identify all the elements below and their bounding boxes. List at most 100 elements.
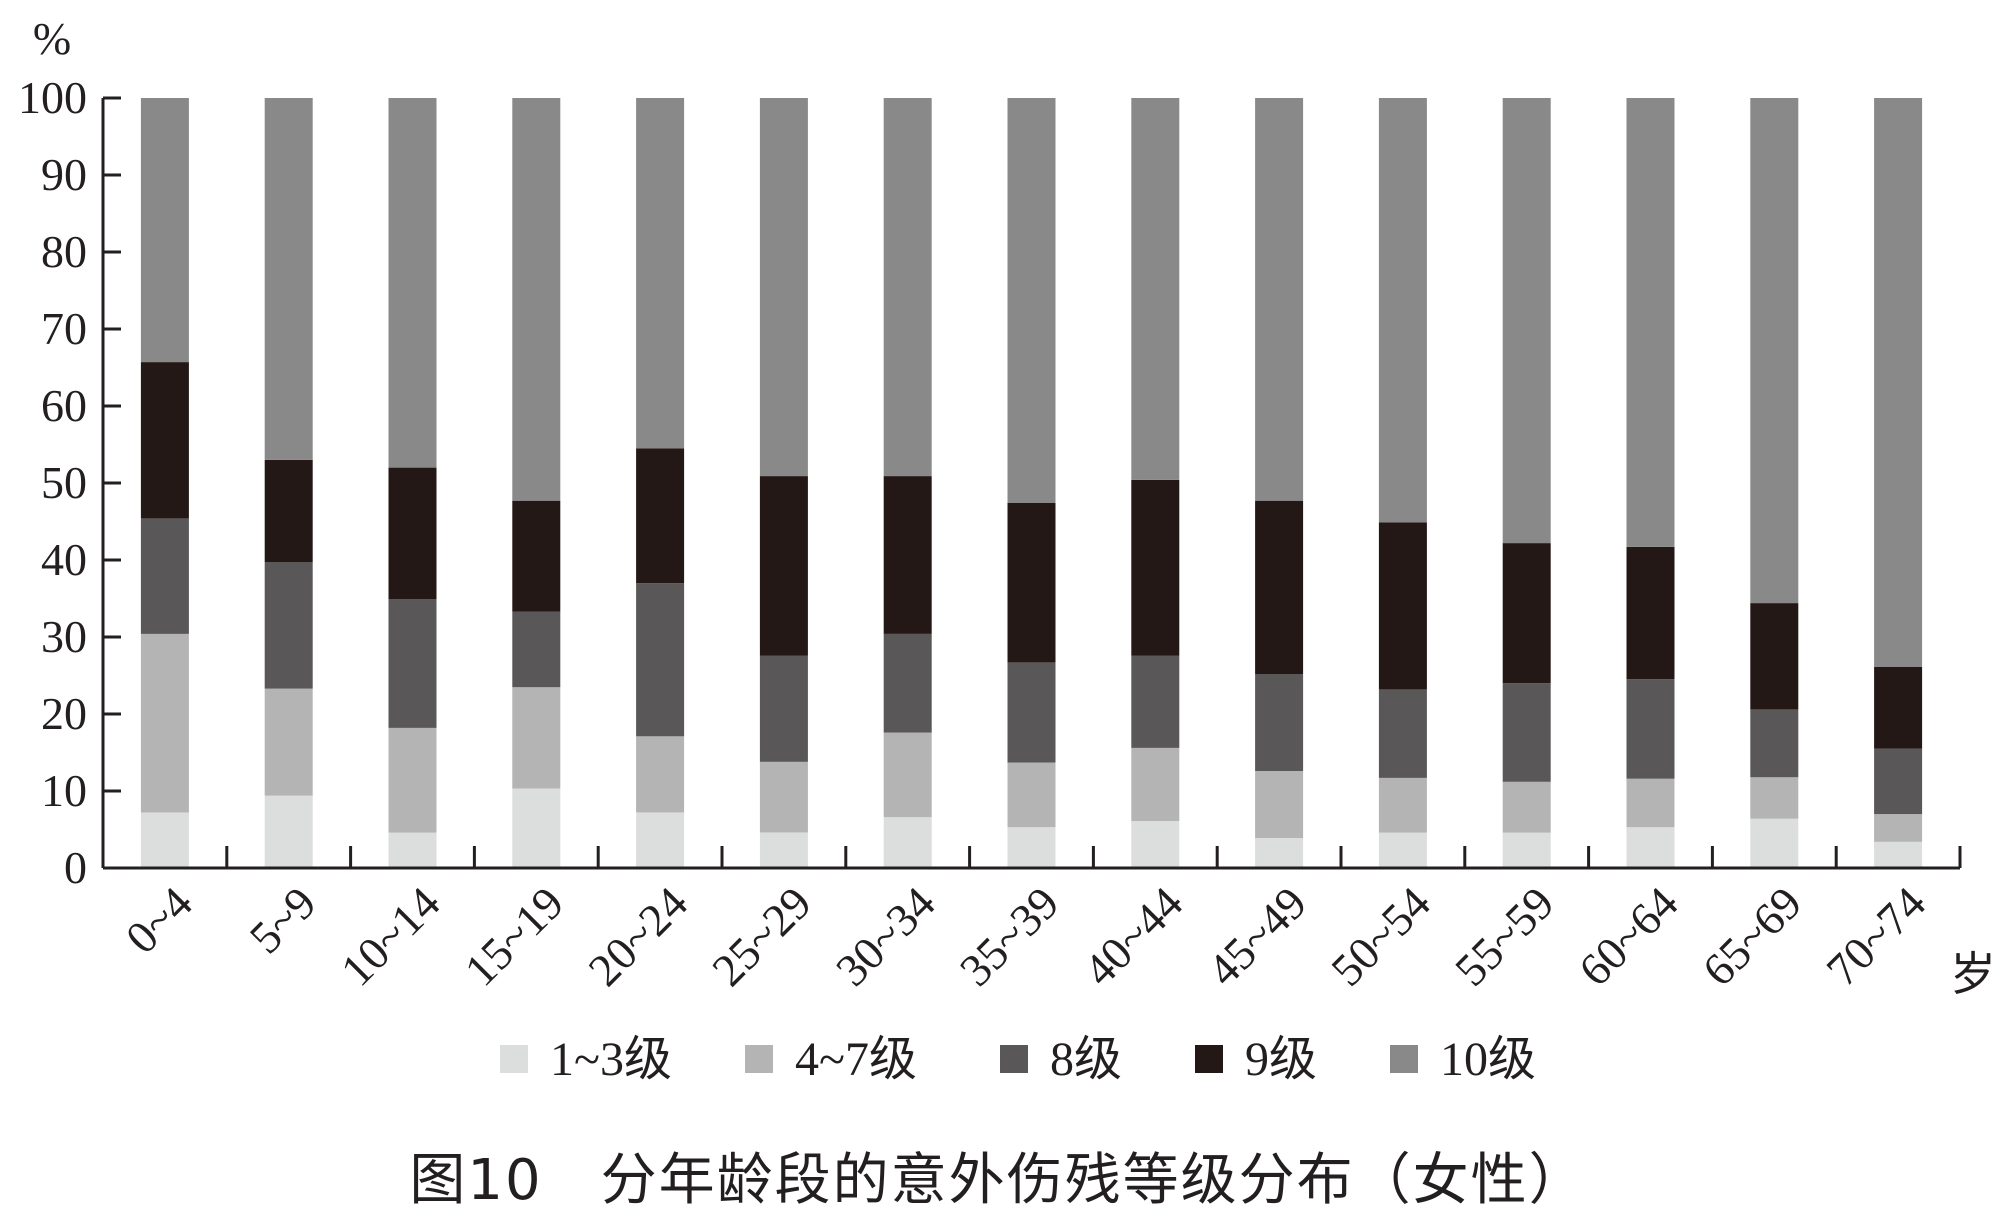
- bar-segment: [388, 599, 437, 728]
- legend-label: 10级: [1440, 1033, 1536, 1086]
- legend-label: 4~7级: [795, 1033, 917, 1086]
- legend: 1~3级 4~7级 8级 9级 10级: [500, 1033, 1536, 1086]
- y-axis-unit-label: %: [33, 13, 71, 64]
- bar-segment: [512, 500, 561, 612]
- x-category-label: 35~39: [950, 877, 1069, 996]
- y-tick-label: 10: [41, 765, 87, 816]
- legend-swatch: [1390, 1045, 1418, 1073]
- x-category-label: 50~54: [1321, 877, 1440, 996]
- bar-segment: [1626, 98, 1675, 547]
- bar-segment: [759, 655, 808, 762]
- bar-segment: [636, 98, 685, 449]
- bar-segment: [636, 812, 685, 868]
- bar-segment: [1378, 777, 1427, 833]
- bar-segment: [264, 98, 313, 460]
- legend-label: 1~3级: [550, 1033, 672, 1086]
- y-tick-label: 50: [41, 457, 87, 508]
- bar-segment: [1874, 667, 1923, 749]
- bar-segment: [1626, 827, 1675, 868]
- bar-segment: [1378, 522, 1427, 690]
- bar-segment: [1131, 479, 1180, 656]
- bar-segment: [1007, 827, 1056, 868]
- bar-segment: [140, 633, 189, 813]
- bar-segment: [1502, 98, 1551, 544]
- legend-swatch: [745, 1045, 773, 1073]
- x-category-label: 30~34: [826, 877, 945, 996]
- legend-swatch: [1195, 1045, 1223, 1073]
- bar-segment: [264, 795, 313, 868]
- bar-segment: [759, 832, 808, 868]
- bar-segment: [264, 562, 313, 689]
- legend-label: 9级: [1245, 1033, 1317, 1086]
- bar-segment: [1131, 821, 1180, 868]
- bar-segment: [512, 98, 561, 501]
- x-category-label: 20~24: [578, 877, 697, 996]
- bar-segment: [1502, 832, 1551, 868]
- bar-segment: [140, 812, 189, 868]
- bar-segment: [1626, 778, 1675, 828]
- x-axis-unit-label: 岁: [1950, 949, 1996, 1000]
- bar-segment: [883, 98, 932, 477]
- bar-segment: [1131, 98, 1180, 480]
- bar-segment: [388, 727, 437, 833]
- x-category-label: 0~4: [116, 877, 202, 963]
- bar-segment: [883, 732, 932, 818]
- y-tick-label: 40: [41, 534, 87, 585]
- bar-segment: [1255, 674, 1304, 771]
- bar-segment: [512, 611, 561, 688]
- x-category-label: 45~49: [1197, 877, 1316, 996]
- bar-segment: [883, 633, 932, 733]
- bar-segment: [1874, 98, 1923, 667]
- bar-segment: [1007, 98, 1056, 503]
- bar-segment: [140, 362, 189, 519]
- y-tick-label: 90: [41, 149, 87, 200]
- bar-segment: [388, 98, 437, 468]
- y-tick-label: 0: [64, 842, 87, 893]
- bar-segment: [1007, 762, 1056, 828]
- bar-segment: [759, 98, 808, 477]
- bar-segment: [388, 832, 437, 868]
- y-tick-label: 30: [41, 611, 87, 662]
- bar-segment: [1750, 603, 1799, 710]
- legend-swatch: [500, 1045, 528, 1073]
- y-tick-label: 80: [41, 226, 87, 277]
- bar-segment: [1874, 814, 1923, 842]
- bars-layer: [140, 98, 1923, 868]
- legend-label: 8级: [1050, 1033, 1122, 1086]
- bar-segment: [883, 476, 932, 634]
- bar-segment: [883, 817, 932, 868]
- bar-segment: [1378, 689, 1427, 778]
- bar-segment: [512, 687, 561, 789]
- x-category-label: 60~64: [1569, 877, 1688, 996]
- bar-segment: [140, 518, 189, 634]
- y-tick-label: 60: [41, 380, 87, 431]
- bar-segment: [1626, 679, 1675, 779]
- bar-segment: [1626, 546, 1675, 680]
- bar-segment: [512, 788, 561, 868]
- y-tick-label: 100: [18, 72, 87, 123]
- x-category-label: 40~44: [1074, 877, 1193, 996]
- bar-segment: [388, 467, 437, 600]
- bar-segment: [1255, 838, 1304, 868]
- bar-segment: [1502, 781, 1551, 833]
- bar-segment: [636, 583, 685, 737]
- x-category-label: 25~29: [702, 877, 821, 996]
- bar-segment: [1131, 655, 1180, 748]
- bar-segment: [1007, 503, 1056, 663]
- bar-segment: [1131, 747, 1180, 821]
- bar-segment: [759, 476, 808, 656]
- x-category-label: 70~74: [1816, 877, 1935, 996]
- bar-segment: [759, 761, 808, 833]
- x-category-label: 5~9: [240, 877, 326, 963]
- bar-segment: [1750, 98, 1799, 604]
- bar-segment: [264, 459, 313, 563]
- bar-segment: [636, 448, 685, 584]
- bar-segment: [264, 688, 313, 796]
- x-category-label: 10~14: [331, 877, 450, 996]
- bar-segment: [1750, 818, 1799, 868]
- bar-segment: [1378, 98, 1427, 523]
- y-tick-label: 20: [41, 688, 87, 739]
- bar-segment: [1750, 777, 1799, 819]
